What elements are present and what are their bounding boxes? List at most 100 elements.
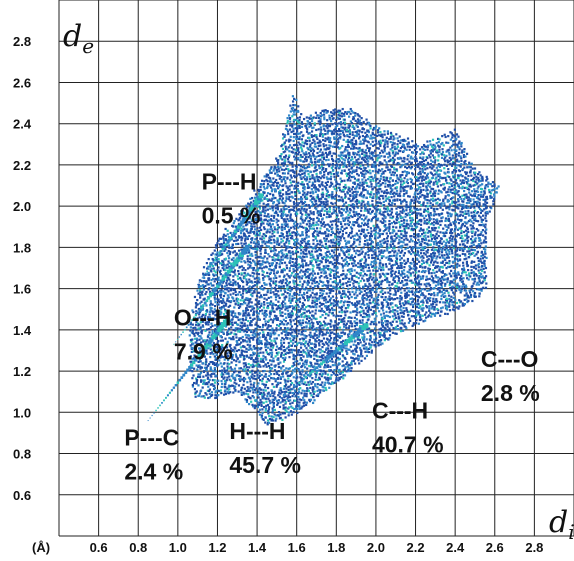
data-point (300, 197, 304, 201)
data-point (340, 341, 343, 344)
data-point (298, 119, 301, 122)
data-point (202, 325, 205, 328)
data-point (249, 323, 252, 327)
data-point (255, 339, 259, 342)
data-point (216, 341, 219, 344)
data-point (322, 389, 325, 392)
data-point (289, 410, 293, 413)
data-point (232, 338, 235, 341)
data-point (295, 260, 298, 263)
data-point (346, 300, 349, 303)
data-point (209, 264, 212, 267)
data-point (243, 233, 246, 236)
data-point (263, 275, 266, 278)
data-point (296, 335, 299, 338)
data-point (277, 290, 280, 293)
data-point (215, 292, 219, 295)
data-point (298, 370, 301, 374)
data-point (312, 196, 315, 199)
data-point (299, 264, 303, 267)
data-point (261, 199, 264, 202)
data-point (294, 143, 297, 146)
data-point (281, 370, 285, 373)
data-point (337, 154, 340, 157)
data-point (305, 325, 308, 328)
data-point (286, 327, 289, 330)
data-point (207, 316, 210, 319)
data-point (310, 318, 313, 321)
data-point (204, 312, 208, 316)
data-point (307, 320, 311, 323)
data-point (232, 371, 236, 374)
data-point (241, 295, 244, 298)
data-point (296, 127, 299, 130)
data-point (280, 145, 283, 148)
data-point (251, 365, 254, 369)
data-point (335, 194, 338, 197)
data-point (237, 348, 240, 352)
data-point (204, 292, 207, 296)
data-point (327, 314, 330, 317)
data-point (271, 392, 274, 395)
data-point (268, 415, 271, 418)
data-point (300, 207, 303, 210)
data-point (291, 305, 294, 308)
data-point (314, 340, 317, 343)
data-point (258, 306, 262, 309)
data-point (314, 229, 317, 233)
data-point (309, 335, 312, 339)
data-point (284, 352, 287, 356)
data-point (271, 223, 274, 226)
data-point (320, 354, 324, 357)
data-point (352, 151, 355, 154)
data-point (280, 228, 283, 231)
data-point (344, 126, 347, 129)
data-point (296, 268, 299, 271)
data-point (318, 160, 321, 163)
data-point (266, 423, 269, 426)
data-point (341, 371, 345, 374)
data-point (280, 293, 284, 296)
data-point (328, 288, 331, 292)
data-point (348, 348, 351, 351)
data-point (280, 348, 283, 351)
data-point (259, 237, 262, 240)
data-point (227, 249, 230, 253)
data-point (332, 168, 335, 172)
data-point (274, 188, 277, 191)
data-point (321, 284, 324, 288)
data-point (299, 319, 302, 322)
data-point (293, 269, 296, 272)
data-point (277, 161, 280, 164)
data-point (242, 324, 245, 327)
data-point (267, 421, 271, 424)
data-point (315, 202, 318, 205)
data-point (280, 307, 283, 310)
data-point (238, 291, 241, 294)
data-point (257, 267, 260, 270)
data-point (206, 283, 209, 286)
data-point (337, 232, 340, 235)
data-point (274, 397, 277, 400)
data-point (241, 296, 244, 299)
data-point (229, 310, 233, 313)
data-point (249, 231, 252, 234)
data-point (309, 380, 312, 383)
data-point (294, 153, 297, 156)
data-point (277, 219, 280, 222)
data-point (291, 391, 294, 395)
data-point (319, 148, 322, 151)
data-point (278, 197, 282, 200)
data-point (269, 218, 273, 221)
data-point (300, 183, 303, 186)
data-point (305, 196, 308, 199)
data-point (211, 312, 215, 315)
data-point (330, 132, 333, 135)
data-point (289, 120, 292, 123)
data-point (198, 334, 201, 338)
data-point (333, 111, 336, 114)
data-point (301, 263, 304, 266)
data-point (286, 148, 289, 151)
data-point (266, 241, 269, 244)
data-point (222, 355, 225, 359)
